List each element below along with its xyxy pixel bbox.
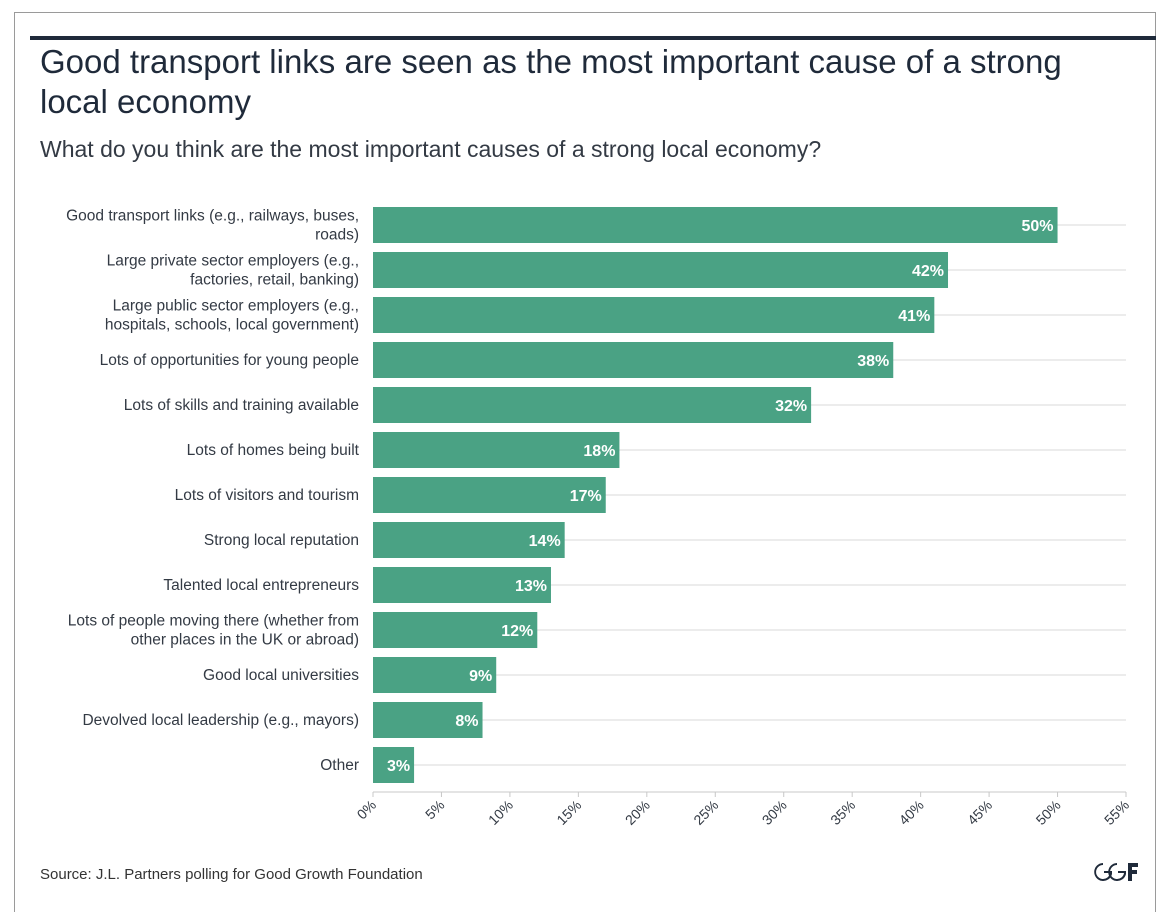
category-label-line: factories, retail, banking) (190, 272, 359, 289)
category-label: Good transport links (e.g., railways, bu… (66, 208, 359, 244)
bar (373, 567, 551, 603)
x-tick-label: 15% (553, 797, 584, 828)
data-label: 50% (1022, 218, 1054, 235)
x-tick-label: 10% (485, 797, 516, 828)
x-tick-label: 40% (896, 797, 927, 828)
bar (373, 387, 812, 423)
category-label-line: Devolved local leadership (e.g., mayors) (82, 712, 359, 729)
category-label: Lots of people moving there (whether fro… (68, 613, 359, 649)
data-label: 41% (898, 308, 930, 325)
x-axis-layer: 0% 5% 10% 15% 20% 25% 30% 35% 40% 45% 50% 55% (353, 791, 1132, 828)
chart-subtitle: What do you think are the most important… (40, 136, 822, 162)
bar (373, 252, 949, 288)
category-label: Other (320, 757, 359, 774)
category-labels-layer: Good transport links (e.g., railways, bu… (66, 208, 360, 775)
x-tick-label: 50% (1033, 797, 1064, 828)
category-label-line: Talented local entrepreneurs (163, 577, 359, 594)
bar (373, 342, 894, 378)
category-label-line: Lots of opportunities for young people (100, 352, 359, 369)
category-label: Large public sector employers (e.g., hosp… (105, 298, 359, 334)
x-tick-label: 20% (622, 797, 653, 828)
bar (373, 522, 565, 558)
x-tick-label: 55% (1101, 797, 1132, 828)
category-label-line: Good local universities (203, 667, 359, 684)
x-tick-label: 45% (964, 797, 995, 828)
data-label: 13% (515, 578, 547, 595)
x-tick-label: 5% (422, 797, 448, 823)
category-label: Lots of homes being built (187, 442, 360, 459)
bar (373, 297, 935, 333)
x-tick-label: 25% (690, 797, 721, 828)
category-label-line: Lots of skills and training available (124, 397, 359, 414)
x-tick-label: 0% (353, 797, 379, 823)
title-rule (30, 36, 1156, 40)
category-label-line: Large public sector employers (e.g., (113, 298, 359, 315)
category-label: Talented local entrepreneurs (163, 577, 359, 594)
category-label-line: Lots of visitors and tourism (175, 487, 359, 504)
category-label: Devolved local leadership (e.g., mayors) (82, 712, 359, 729)
bar (373, 612, 538, 648)
category-label: Lots of visitors and tourism (175, 487, 359, 504)
category-label: Strong local reputation (204, 532, 359, 549)
chart-title: Good transport links are seen as the mos… (40, 43, 1062, 120)
chart-frame (14, 12, 1156, 912)
data-label: 17% (570, 488, 602, 505)
bar (373, 702, 483, 738)
category-label-line: Other (320, 757, 359, 774)
category-label-line: Lots of homes being built (187, 442, 360, 459)
bar (373, 657, 497, 693)
bar (373, 477, 606, 513)
x-tick-label: 30% (759, 797, 790, 828)
bar (373, 432, 620, 468)
category-label: Lots of skills and training available (124, 397, 359, 414)
category-label-line: Lots of people moving there (whether fro… (68, 613, 359, 630)
data-label: 32% (775, 398, 807, 415)
category-label-line: Strong local reputation (204, 532, 359, 549)
data-label: 18% (583, 443, 615, 460)
source-note: Source: J.L. Partners polling for Good G… (40, 866, 423, 883)
category-label-line: Large private sector employers (e.g., (107, 253, 359, 270)
bar (373, 747, 415, 783)
x-tick-label: 35% (827, 797, 858, 828)
data-label: 3% (387, 758, 410, 775)
category-label-line: roads) (315, 227, 359, 244)
category-label: Lots of opportunities for young people (100, 352, 359, 369)
category-label-line: Good transport links (e.g., railways, bu… (66, 208, 359, 225)
ggf-logo-icon (1094, 863, 1138, 881)
data-label: 38% (857, 353, 889, 370)
category-label-line: other places in the UK or abroad) (131, 632, 359, 649)
category-label: Good local universities (203, 667, 359, 684)
data-label: 8% (455, 713, 478, 730)
data-label: 14% (529, 533, 561, 550)
data-label: 42% (912, 263, 944, 280)
data-label: 12% (501, 623, 533, 640)
bar (373, 207, 1058, 243)
data-label: 9% (469, 668, 492, 685)
bars-layer: 50% 42% 41% 38% 32% 18% 17% 14% 13% 12% 9% 8% 3% (373, 207, 1058, 783)
category-label-line: hospitals, schools, local government) (105, 317, 359, 334)
category-label: Large private sector employers (e.g., fac… (107, 253, 359, 289)
